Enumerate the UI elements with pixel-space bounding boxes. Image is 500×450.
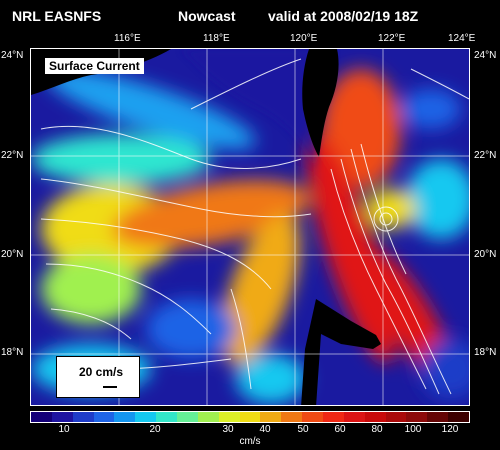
reference-vector-label: 20 cm/s	[79, 365, 124, 379]
lat-left-20: 20°N	[1, 249, 24, 260]
colorbar-segment	[239, 412, 261, 422]
product-title: Nowcast	[178, 8, 236, 24]
colorbar-segment	[114, 412, 136, 422]
valid-time: valid at 2008/02/19 18Z	[268, 8, 419, 24]
colorbar-segment	[302, 412, 324, 422]
lon-label-116: 116°E	[114, 33, 141, 44]
lon-label-122: 122°E	[378, 33, 406, 44]
colorbar-segment	[51, 412, 73, 422]
colorbar-segment	[385, 412, 407, 422]
colorbar-label-30: 30	[222, 424, 234, 435]
colorbar-segment	[343, 412, 365, 422]
lat-left-24: 24°N	[1, 50, 24, 61]
colorbar-segment	[177, 412, 198, 422]
current-speed-field	[31, 49, 469, 405]
colorbar-segment	[31, 412, 52, 422]
graticule	[31, 49, 469, 405]
lon-label-118: 118°E	[203, 33, 230, 44]
colorbar-segment	[135, 412, 157, 422]
colorbar-segment	[93, 412, 115, 422]
colorbar-label-10: 10	[58, 424, 70, 435]
lat-right-22: 22°N	[474, 150, 497, 161]
lon-label-124: 124°E	[448, 33, 476, 44]
current-streamlines	[40, 58, 469, 395]
colorbar-label-20: 20	[149, 424, 161, 435]
lat-right-24: 24°N	[474, 50, 497, 61]
colorbar-units: cm/s	[239, 436, 261, 447]
taiwan-island	[302, 49, 339, 157]
colorbar-segment	[281, 412, 303, 422]
colorbar-label-100: 100	[404, 424, 422, 435]
lat-left-18: 18°N	[1, 347, 24, 358]
colorbar-label-60: 60	[334, 424, 346, 435]
colorbar-segment	[218, 412, 240, 422]
colorbar-segment	[260, 412, 282, 422]
org-title: NRL EASNFS	[12, 8, 102, 24]
current-map	[30, 48, 470, 406]
speed-colorbar	[30, 411, 470, 423]
colorbar-segment	[156, 412, 178, 422]
colorbar-label-80: 80	[371, 424, 383, 435]
map-title-box: Surface Current	[45, 58, 144, 74]
colorbar-segment	[448, 412, 470, 422]
colorbar-segment	[323, 412, 344, 422]
colorbar-label-120: 120	[441, 424, 459, 435]
colorbar-segment	[406, 412, 428, 422]
colorbar-label-50: 50	[297, 424, 309, 435]
lon-label-120: 120°E	[290, 33, 318, 44]
reference-vector-box: 20 cm/s	[56, 356, 140, 398]
colorbar-label-40: 40	[259, 424, 271, 435]
colorbar-segment	[197, 412, 219, 422]
colorbar-segment	[72, 412, 94, 422]
lat-right-18: 18°N	[474, 347, 497, 358]
lat-left-22: 22°N	[1, 150, 24, 161]
lat-right-20: 20°N	[474, 249, 497, 260]
colorbar-segment	[364, 412, 386, 422]
luzon-island	[301, 299, 381, 405]
colorbar-segment	[427, 412, 449, 422]
reference-vector-arrow	[103, 386, 117, 388]
